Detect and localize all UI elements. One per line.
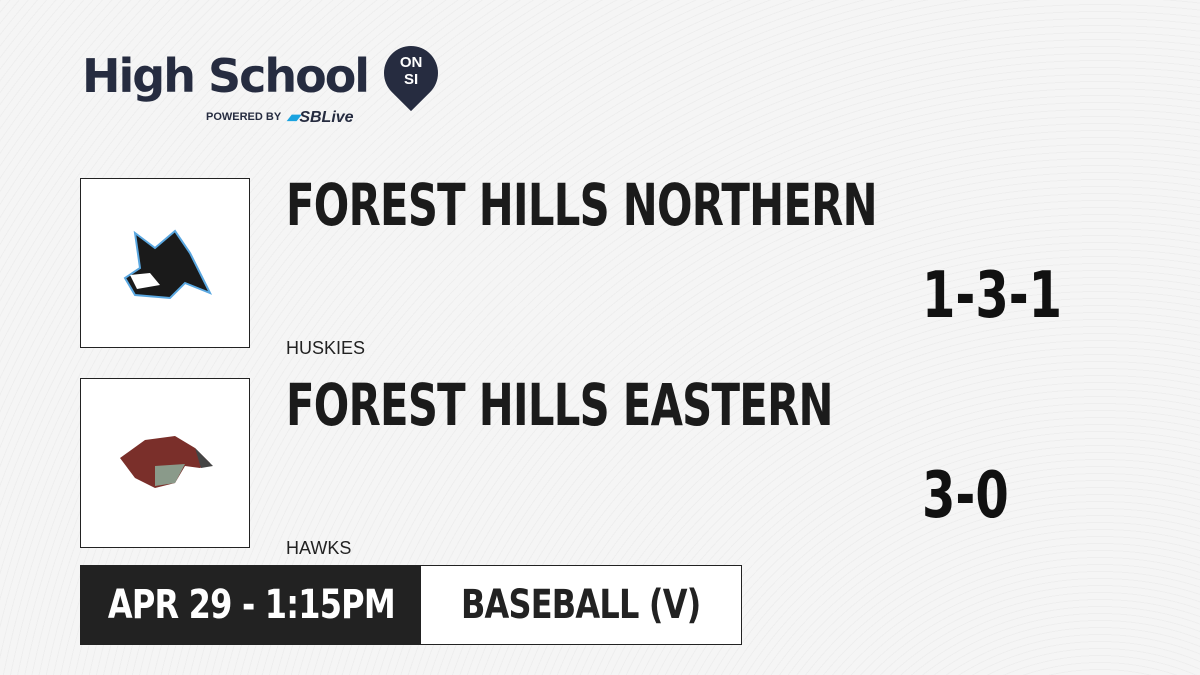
badge-top: ON (399, 54, 423, 71)
team-logo-huskies (80, 178, 250, 348)
team-name-away: FOREST HILLS EASTERN (286, 371, 833, 439)
team-logo-hawks (80, 378, 250, 548)
game-info-bar: APR 29 - 1:15PM BASEBALL (V) (80, 565, 742, 645)
badge-bottom: SI (403, 71, 419, 88)
sblive-logo: ▰SBLive (287, 107, 354, 127)
powered-by-label: POWERED BY (206, 111, 282, 123)
brand-title: High School (82, 49, 370, 103)
team-mascot-home: HUSKIES (286, 338, 366, 358)
sblive-mark-icon: ▰ (287, 109, 300, 126)
pin-text: ON SI (382, 54, 440, 88)
team-record-home: 1-3-1 (922, 259, 1063, 333)
team-name-home: FOREST HILLS NORTHERN (286, 171, 878, 239)
sblive-name: SBLive (299, 109, 354, 126)
game-datetime: APR 29 - 1:15PM (81, 566, 421, 644)
hawk-icon (120, 436, 213, 488)
on-si-pin-logo: ON SI (372, 34, 450, 112)
husky-icon (123, 229, 213, 300)
team-record-away: 3-0 (922, 459, 1009, 533)
team-mascot-away: HAWKS (286, 538, 352, 558)
brand-logo: High School ON SI (82, 34, 450, 112)
game-sport: BASEBALL (V) (421, 566, 741, 644)
game-sport-text: BASEBALL (V) (461, 582, 701, 628)
game-datetime-text: APR 29 - 1:15PM (107, 582, 396, 628)
